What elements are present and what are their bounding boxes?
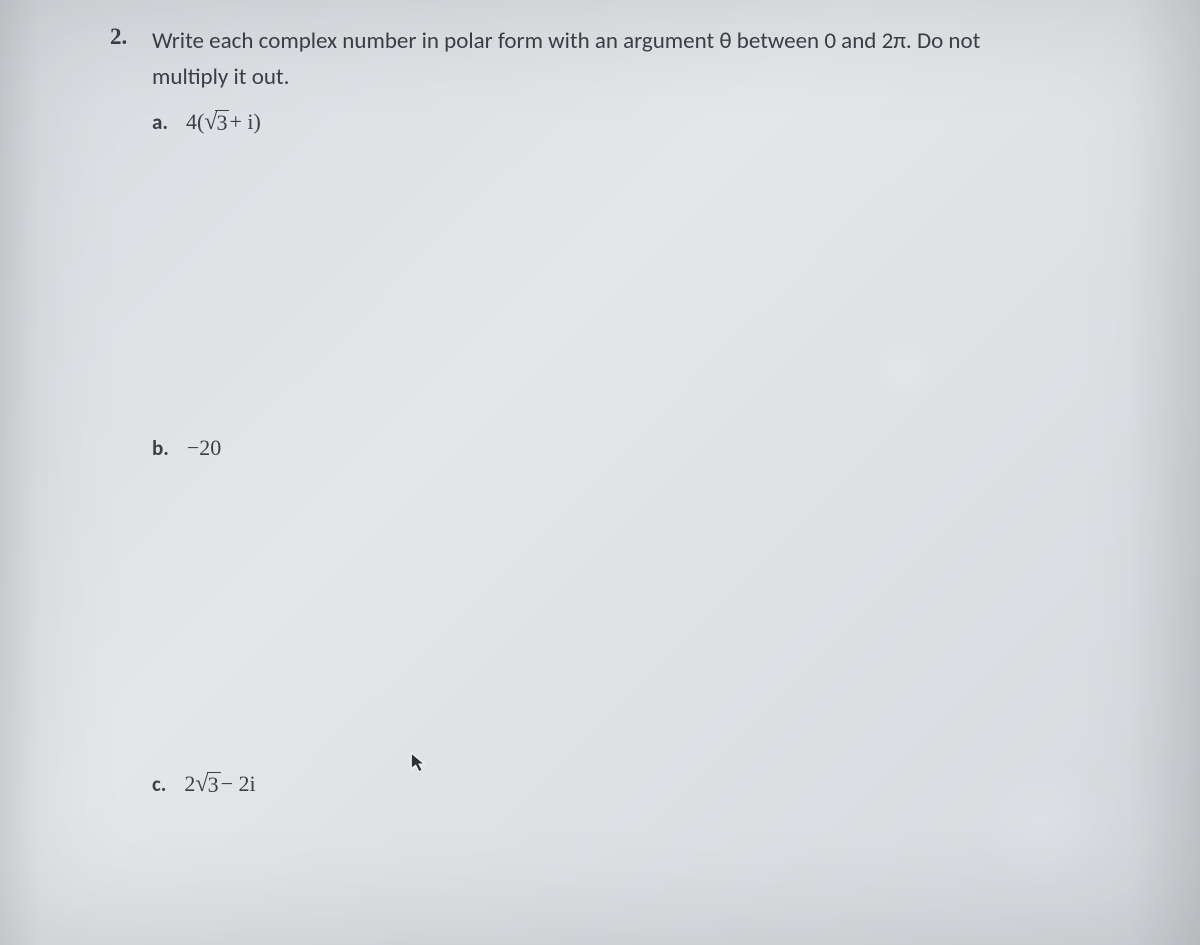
question-number: 2. (110, 24, 134, 50)
subpart-b-expression: −20 (187, 435, 221, 461)
worksheet-page: 2. Write each complex number in polar fo… (0, 0, 1200, 821)
radicand-a: 3 (215, 110, 229, 135)
subpart-a-label: a. (152, 109, 168, 135)
subpart-c: c. 2√3 − 2i (152, 771, 1140, 797)
expr-c-prefix: 2 (184, 771, 195, 797)
sqrt-a: √3 (204, 110, 229, 135)
radicand-c: 3 (207, 772, 221, 797)
subpart-b: b. −20 (152, 435, 1140, 461)
expr-c-suffix: − 2i (221, 771, 256, 797)
question-body: Write each complex number in polar form … (152, 24, 1140, 797)
expr-a-suffix: + i) (229, 109, 260, 135)
sqrt-c: √3 (195, 772, 220, 797)
prompt-line-1: Write each complex number in polar form … (152, 27, 980, 55)
subpart-c-label: c. (152, 771, 166, 797)
expr-a-prefix: 4( (186, 109, 204, 135)
subpart-a-expression: 4(√3 + i) (186, 109, 261, 135)
prompt-line-2: multiply it out. (152, 63, 289, 91)
subpart-c-expression: 2√3 − 2i (184, 771, 255, 797)
subpart-a: a. 4(√3 + i) (152, 109, 1140, 135)
subpart-b-label: b. (152, 435, 169, 461)
question-prompt: Write each complex number in polar form … (152, 24, 1140, 95)
question-2: 2. Write each complex number in polar fo… (110, 24, 1140, 797)
